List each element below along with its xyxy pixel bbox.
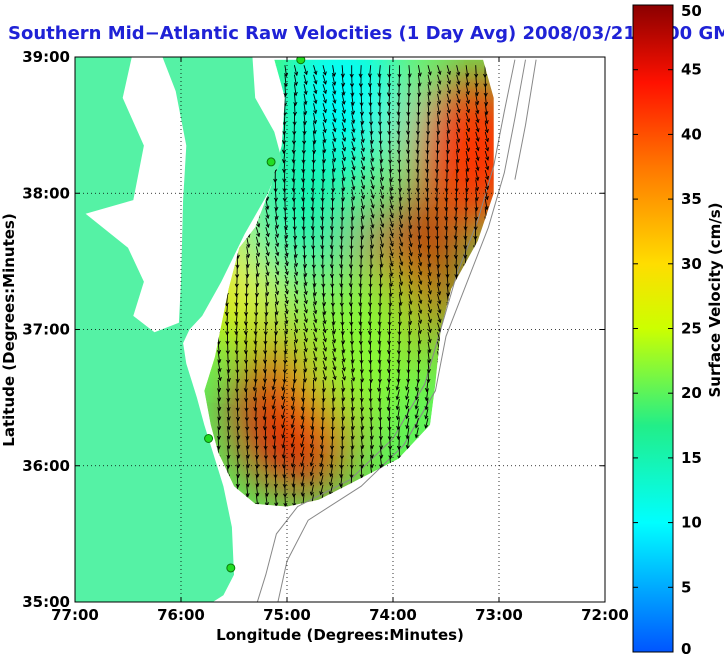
x-tick-label: 76:00 [157,606,205,624]
chesapeake-bay [85,57,187,333]
colorbar-tick-label: 50 [681,2,702,20]
colorbar-tick-label: 5 [681,578,691,596]
y-tick-label: 39:00 [22,48,70,66]
bathymetry-contours [256,59,537,602]
y-tick-label: 38:00 [22,184,70,202]
colorbar-tick-label: 0 [681,640,691,658]
colorbar-tick-label: 15 [681,449,702,467]
colorbar-ticks: 0 5 10 15 20 25 30 35 40 45 50 [633,2,702,658]
y-tick-label: 36:00 [22,457,70,475]
colorbar [632,4,674,653]
colorbar-tick-label: 20 [681,384,702,402]
radar-station-marker [296,57,306,65]
colorbar-tick-label: 25 [681,320,702,338]
colorbar-tick-label: 10 [681,514,702,532]
y-tick-label: 37:00 [22,321,70,339]
x-tick-label: 72:00 [581,606,629,624]
radar-station-marker [266,157,276,167]
y-tick-label: 35:00 [22,593,70,611]
colorbar-tick-label: 30 [681,255,702,273]
x-axis-label: Longitude (Degrees:Minutes) [216,626,464,644]
x-tick-label: 73:00 [475,606,523,624]
colorbar-tick-label: 40 [681,125,702,143]
colorbar-tick-label: 35 [681,190,702,208]
radar-stations [204,57,306,573]
grid-lines [75,57,605,602]
colorbar-label: Surface Velocity (cm/s) [706,202,724,397]
x-axis-ticks: 77:00 76:00 75:00 74:00 73:00 72:00 [51,57,629,624]
y-axis-ticks: 39:00 38:00 37:00 36:00 35:00 [22,48,605,611]
y-axis-label: Latitude (Degrees:Minutes) [0,213,18,446]
x-tick-label: 74:00 [369,606,417,624]
radar-station-marker [204,434,214,443]
colorbar-tick-label: 45 [681,61,702,79]
radar-station-marker [226,563,236,573]
land-mass [75,57,282,602]
x-tick-label: 75:00 [263,606,311,624]
chart-title: Southern Mid−Atlantic Raw Velocities (1 … [8,23,724,44]
x-tick-label: 77:00 [51,606,99,624]
